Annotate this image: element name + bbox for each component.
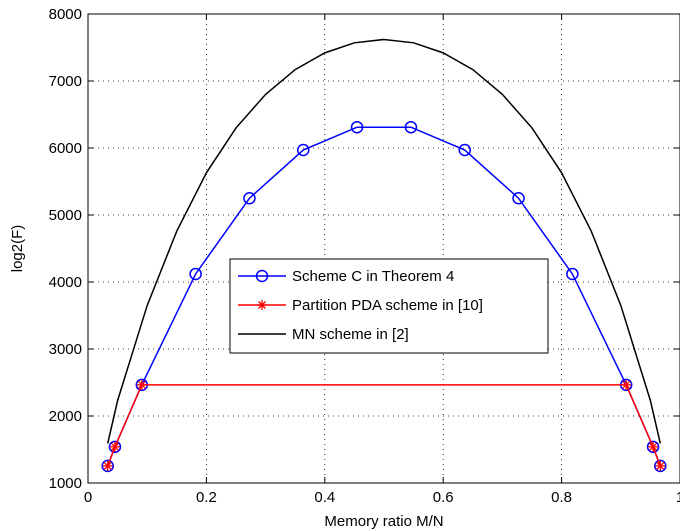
series-layer — [101, 38, 667, 473]
y-tick-label: 5000 — [49, 207, 82, 224]
legend: Scheme C in Theorem 4 Partition PDA schem… — [229, 258, 549, 354]
y-tick-label: 2000 — [49, 408, 82, 425]
x-tick-label: 1 — [676, 489, 680, 506]
series-0-point — [350, 120, 364, 134]
y-tick-label: 1000 — [49, 475, 82, 492]
plot-background — [88, 14, 680, 483]
series-0-point — [189, 267, 202, 281]
legend-label-1: Partition PDA scheme in [10] — [292, 297, 483, 314]
series-line-2 — [106, 38, 662, 444]
legend-label-0: Scheme C in Theorem 4 — [292, 268, 454, 285]
y-tick-label: 7000 — [49, 73, 82, 90]
y-tick-label: 6000 — [49, 140, 82, 157]
series-1-point — [621, 379, 632, 390]
y-axis-label: log2(F) — [9, 225, 26, 273]
series-0-point — [458, 143, 471, 157]
series-0-point — [404, 120, 418, 134]
legend-marker-1 — [257, 300, 267, 310]
ticks: 0 0.2 0.4 0.6 0.8 1 1000 2000 3000 4000 5000 6000 70… — [49, 6, 680, 506]
series-0-point — [108, 440, 122, 454]
legend-label-2: MN scheme in [2] — [292, 326, 409, 343]
series-0-point — [566, 267, 579, 281]
x-axis-label: Memory ratio M/N — [324, 513, 443, 530]
legend-marker-0 — [255, 269, 269, 283]
series-0-point — [512, 192, 525, 205]
series-0-point — [243, 192, 256, 205]
x-tick-label: 0.8 — [551, 489, 572, 506]
series-1-point — [102, 460, 113, 471]
plot-frame — [87, 13, 680, 484]
series-0-point — [646, 440, 660, 454]
series-1-point — [655, 460, 666, 471]
series-0-point — [297, 143, 310, 157]
y-tick-label: 8000 — [49, 6, 82, 23]
series-line-0 — [107, 126, 661, 467]
series-0-point — [101, 459, 114, 473]
series-line-1 — [107, 384, 661, 467]
x-tick-label: 0 — [84, 489, 92, 506]
series-0-point — [654, 459, 667, 473]
y-tick-label: 3000 — [49, 341, 82, 358]
legend-box — [229, 258, 549, 354]
series-1-point — [648, 441, 659, 452]
series-1-point — [136, 379, 147, 390]
x-tick-label: 0.4 — [314, 489, 335, 506]
y-tick-label: 4000 — [49, 274, 82, 291]
x-tick-label: 0.2 — [196, 489, 217, 506]
series-1-point — [109, 441, 120, 452]
x-tick-label: 0.6 — [433, 489, 454, 506]
